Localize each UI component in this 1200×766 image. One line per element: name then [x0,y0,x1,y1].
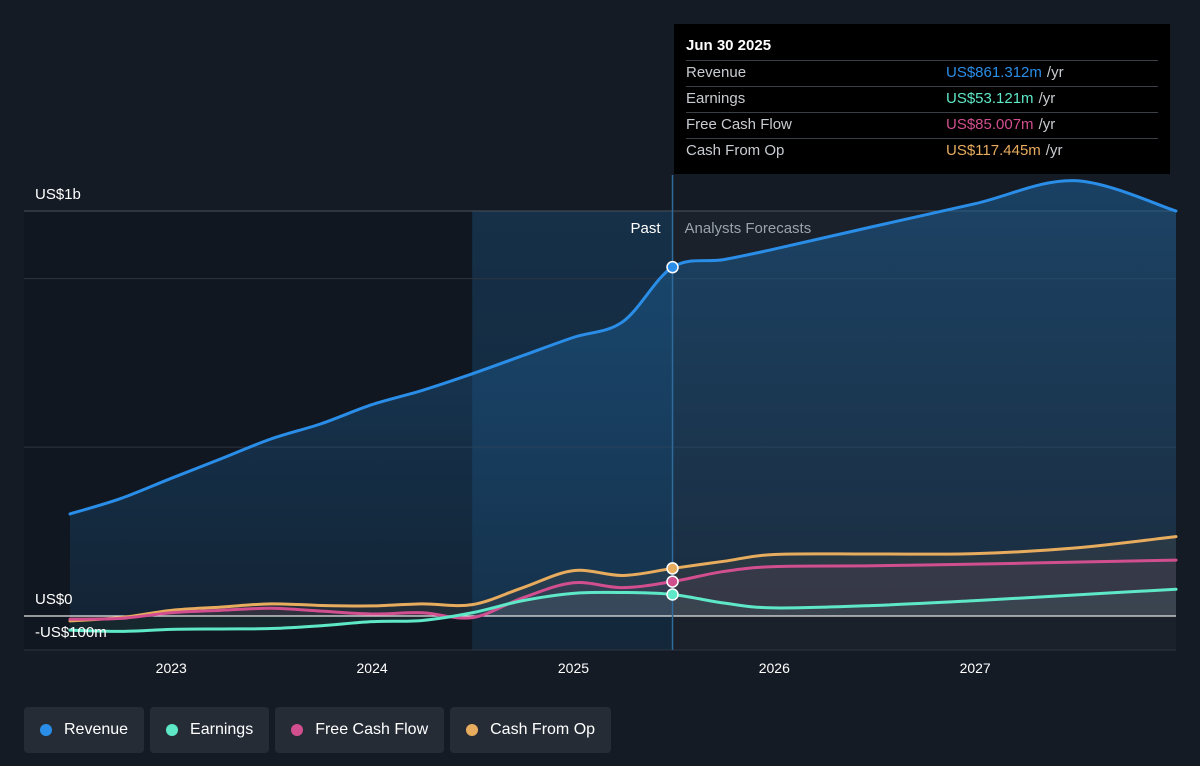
y-axis-label: US$0 [35,591,73,608]
tooltip-unit: /yr [1045,142,1063,159]
legend-item-cash-from-op[interactable]: Cash From Op [450,707,612,753]
hover-point-revenue [666,260,679,274]
series-area-cash-from-op [70,536,1176,621]
revenue-area [70,180,1176,616]
legend-label: Cash From Op [490,721,596,738]
tooltip-value: US$861.312m [946,64,1042,81]
y-axis-label: -US$100m [35,624,107,641]
tooltip-unit: /yr [1038,90,1056,107]
tooltip-row-free-cash-flow: Free Cash Flow US$85.007m /yr [686,112,1158,138]
past-label: Past [631,220,662,237]
tooltip-value: US$53.121m [946,90,1034,107]
tooltip-value: US$117.445m [946,142,1041,159]
tooltip-label: Revenue [686,64,747,81]
series-line-revenue [68,179,1178,516]
forecast-label: Analysts Forecasts [685,220,812,237]
tooltip-unit: /yr [1046,64,1064,81]
legend-dot-icon [291,724,304,736]
x-tick-label: 2024 [357,660,388,676]
hover-point-free-cash-flow [666,575,679,588]
legend-label: Free Cash Flow [315,721,429,738]
chart-legend: Revenue Earnings Free Cash Flow Cash Fro… [24,707,612,753]
legend-dot-icon [40,724,52,736]
tooltip-row-earnings: Earnings US$53.121m /yr [686,86,1158,112]
tooltip-date: Jun 30 2025 [686,37,772,54]
x-tick-label: 2025 [558,660,589,676]
tooltip-row-revenue: Revenue US$861.312m /yr [686,60,1158,86]
hover-point-earnings [666,588,679,601]
legend-item-earnings[interactable]: Earnings [150,707,270,753]
financials-chart: Past Analysts Forecasts US$1b US$0 -US$100m 2… [24,175,1178,676]
y-axis-label: US$1b [35,186,81,203]
legend-item-revenue[interactable]: Revenue [24,707,145,753]
tooltip-unit: /yr [1038,116,1056,133]
tooltip-label: Earnings [686,90,746,107]
series-line-cash-from-op [68,535,1178,623]
legend-dot-icon [166,724,179,736]
tooltip-label: Free Cash Flow [686,116,792,133]
series-line-earnings [68,587,1178,633]
legend-label: Revenue [64,721,129,738]
x-tick-label: 2023 [156,660,187,676]
series-line-free-cash-flow [68,558,1178,621]
legend-item-free-cash-flow[interactable]: Free Cash Flow [275,707,445,753]
legend-dot-icon [466,724,479,736]
tooltip-row-cash-from-op: Cash From Op US$117.445m /yr [686,138,1158,164]
hover-point-cash-from-op [666,562,679,575]
series-area-earnings [70,589,1176,632]
hover-tooltip: Jun 30 2025 Revenue US$861.312m /yr Earn… [674,24,1170,174]
x-tick-label: 2026 [759,660,790,676]
tooltip-label: Cash From Op [686,142,785,159]
tooltip-value: US$85.007m [946,116,1034,133]
x-tick-label: 2027 [960,660,991,676]
legend-label: Earnings [190,721,254,738]
